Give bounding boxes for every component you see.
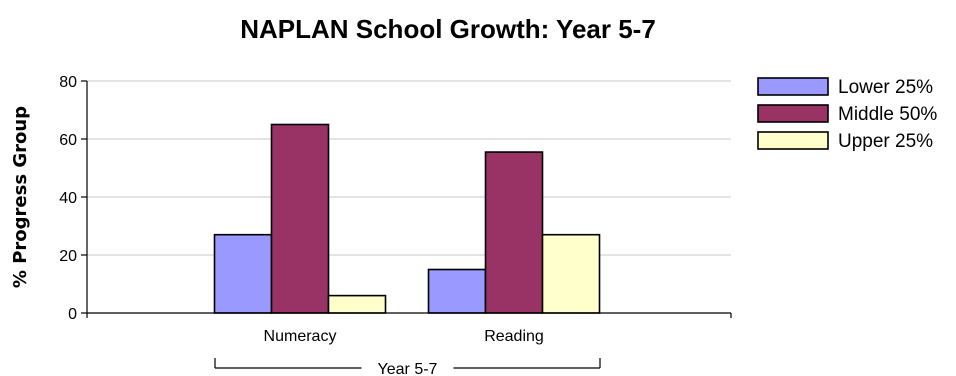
legend-label: Middle 50% [838, 104, 937, 125]
y-axis-label: % Progress Group [10, 106, 31, 288]
bar-lower-25--reading [427, 268, 487, 314]
y-tick-label: 20 [59, 248, 77, 265]
legend-label: Upper 25% [838, 131, 933, 152]
bar-middle-50--numeracy [270, 123, 330, 314]
legend-swatch [757, 104, 829, 123]
group-label: Year 5-7 [378, 361, 438, 376]
y-tick-label: 60 [59, 132, 77, 149]
bar-lower-25--numeracy [213, 233, 273, 314]
legend-swatch [757, 131, 829, 150]
bar-upper-25--numeracy [327, 294, 387, 314]
axes: 0 20 40 60 80 Numeracy Reading Year 5-7 [59, 74, 732, 376]
gridlines [87, 80, 731, 256]
bar-middle-50--reading [484, 151, 544, 314]
y-tick-label: 0 [68, 306, 77, 323]
x-category-label: Numeracy [264, 328, 337, 345]
x-category-label: Reading [484, 328, 544, 345]
y-tick-label: 40 [59, 190, 77, 207]
y-tick-label: 80 [59, 74, 77, 91]
bars [213, 123, 601, 314]
chart-title: NAPLAN School Growth: Year 5-7 [240, 14, 656, 44]
legend: Lower 25% Middle 50% Upper 25% [757, 77, 937, 152]
legend-swatch [757, 77, 829, 96]
legend-label: Lower 25% [838, 77, 933, 98]
bar-upper-25--reading [541, 233, 601, 314]
